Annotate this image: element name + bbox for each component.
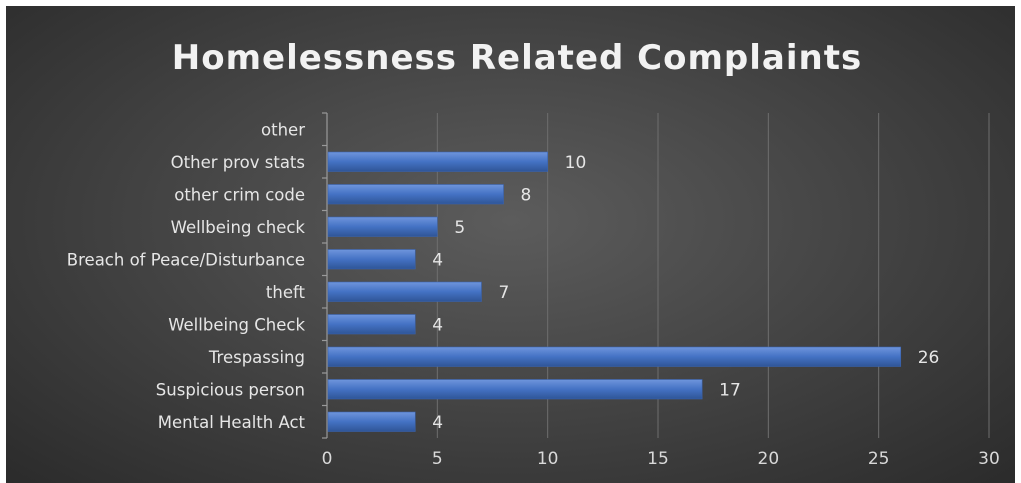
bar bbox=[327, 281, 482, 302]
bar bbox=[327, 151, 548, 172]
x-tick-label: 15 bbox=[647, 449, 669, 469]
x-tick-label: 5 bbox=[432, 449, 443, 469]
x-tick-label: 25 bbox=[868, 449, 890, 469]
data-label: 8 bbox=[521, 185, 532, 205]
category-label: Trespassing bbox=[208, 348, 305, 367]
x-tick-label: 0 bbox=[322, 449, 333, 469]
category-label: Mental Health Act bbox=[158, 413, 306, 432]
labels: 0 5 10 15 20 25 30 Mental Health Act 4 Suspicious… bbox=[67, 120, 1000, 469]
data-label: 17 bbox=[719, 380, 741, 400]
data-label: 4 bbox=[432, 413, 443, 433]
category-label: Breach of Peace/Disturbance bbox=[67, 250, 305, 269]
bar bbox=[327, 379, 703, 400]
category-label: Suspicious person bbox=[156, 380, 305, 399]
category-label: Wellbeing check bbox=[171, 218, 306, 237]
chart-frame: Homelessness Related Complaints 0 5 10 15 20… bbox=[6, 6, 1015, 483]
bars bbox=[327, 151, 902, 432]
bar bbox=[327, 411, 416, 432]
bar bbox=[327, 346, 902, 367]
bar bbox=[327, 314, 416, 335]
bar bbox=[327, 216, 438, 237]
x-tick-label: 10 bbox=[537, 449, 559, 469]
data-label: 10 bbox=[565, 153, 587, 173]
data-label: 4 bbox=[432, 315, 443, 335]
category-label: other crim code bbox=[174, 185, 305, 204]
category-label: Wellbeing Check bbox=[168, 315, 305, 334]
data-label: 4 bbox=[432, 250, 443, 270]
x-tick-label: 20 bbox=[758, 449, 780, 469]
bar bbox=[327, 184, 504, 205]
category-label: Other prov stats bbox=[171, 153, 305, 172]
category-axis bbox=[322, 112, 328, 439]
x-tick-label: 30 bbox=[978, 449, 1000, 469]
bar bbox=[327, 249, 416, 270]
data-label: 5 bbox=[454, 218, 465, 238]
data-label: 7 bbox=[498, 283, 509, 303]
chart-title: Homelessness Related Complaints bbox=[172, 38, 862, 78]
category-label: other bbox=[261, 120, 305, 139]
chart: Homelessness Related Complaints 0 5 10 15 20… bbox=[67, 38, 1000, 469]
data-label: 26 bbox=[918, 348, 940, 368]
category-label: theft bbox=[266, 283, 306, 302]
